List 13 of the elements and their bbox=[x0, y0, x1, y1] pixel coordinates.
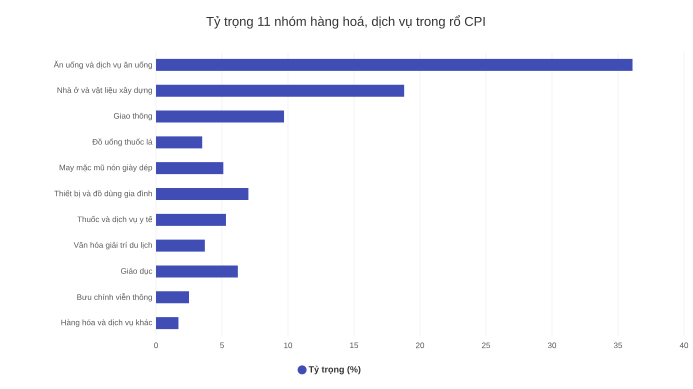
bar bbox=[156, 265, 238, 278]
bar bbox=[156, 214, 226, 226]
chart-title: Tỷ trọng 11 nhóm hàng hoá, dịch vụ trong rổ CPI bbox=[206, 15, 485, 29]
bar bbox=[156, 84, 404, 97]
bar bbox=[156, 291, 190, 304]
bar bbox=[156, 317, 178, 330]
bar bbox=[156, 136, 202, 148]
bar bbox=[156, 162, 224, 174]
bar bbox=[156, 240, 205, 252]
bar bbox=[156, 58, 633, 71]
legend-label: Tỷ trọng (%) bbox=[308, 366, 360, 374]
bar bbox=[156, 188, 248, 200]
bar bbox=[156, 110, 284, 123]
